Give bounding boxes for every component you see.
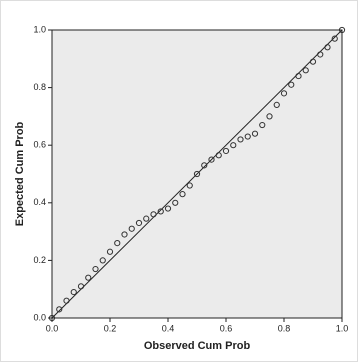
point — [48, 314, 56, 322]
x-tick-label: 0.6 — [220, 323, 233, 333]
point — [179, 191, 186, 198]
point — [222, 147, 230, 155]
point — [77, 283, 85, 290]
y-tick-label: 0.0 — [33, 312, 46, 322]
point — [172, 199, 179, 206]
point — [186, 182, 193, 189]
point — [150, 211, 157, 218]
y-tick-label: 0.6 — [33, 140, 46, 150]
point — [106, 248, 114, 255]
point — [295, 72, 302, 80]
point — [208, 156, 215, 163]
point — [85, 274, 92, 281]
point — [56, 306, 63, 313]
point — [309, 58, 317, 65]
point — [135, 219, 143, 227]
point — [237, 136, 244, 143]
point — [259, 121, 266, 129]
point — [114, 240, 121, 247]
reference-line — [51, 29, 343, 319]
point — [201, 162, 208, 169]
point — [143, 215, 150, 222]
point — [63, 297, 70, 304]
point — [70, 288, 77, 296]
point — [338, 26, 346, 34]
point — [302, 67, 309, 74]
y-axis-label: Expected Cum Prob — [14, 121, 26, 226]
y-tick-label: 0.2 — [33, 255, 46, 265]
point — [331, 35, 338, 42]
x-tick-label: 1.0 — [336, 323, 349, 333]
x-tick-label: 0.2 — [104, 323, 117, 333]
x-tick-label: 0.4 — [162, 323, 175, 333]
point — [251, 130, 259, 137]
point — [215, 152, 222, 159]
y-tick-label: 0.8 — [33, 82, 46, 92]
x-tick-label: 0.8 — [278, 323, 291, 333]
point — [99, 257, 106, 264]
point — [157, 208, 164, 215]
point — [92, 265, 99, 273]
point — [266, 113, 273, 120]
x-tick-label: 0.0 — [46, 323, 59, 333]
point — [317, 51, 324, 58]
point — [121, 231, 128, 238]
point — [324, 44, 331, 51]
point — [244, 133, 251, 140]
y-tick-label: 1.0 — [33, 24, 46, 34]
point — [273, 101, 280, 108]
point — [193, 170, 201, 178]
x-axis-label: Observed Cum Prob — [144, 340, 251, 352]
y-tick-label: 0.4 — [33, 197, 46, 207]
point — [288, 81, 295, 88]
point — [280, 90, 288, 97]
point — [128, 225, 135, 232]
point — [164, 205, 172, 212]
point — [230, 142, 237, 149]
